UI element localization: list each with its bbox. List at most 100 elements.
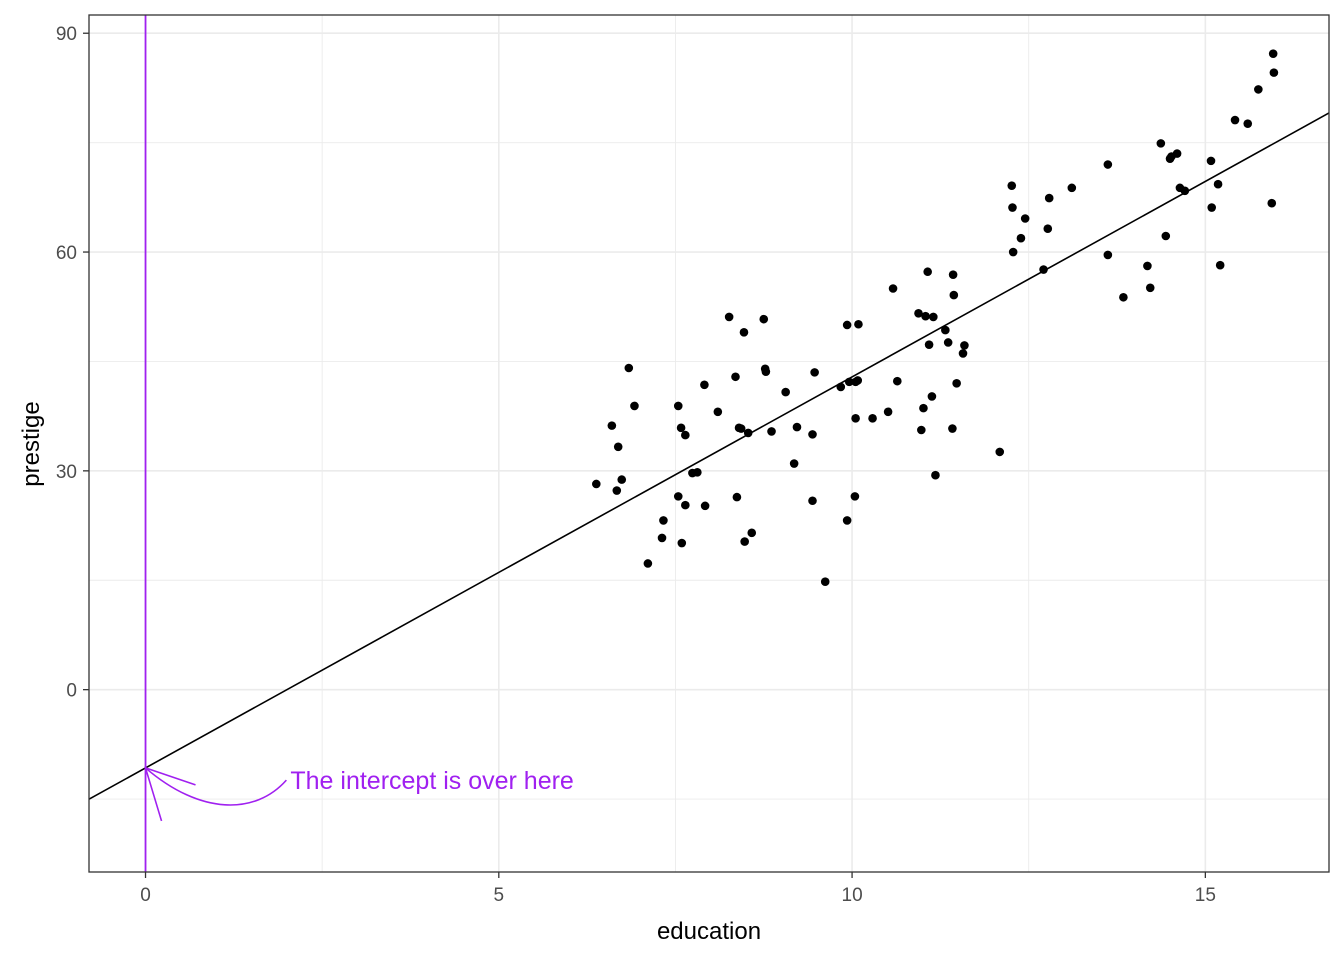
intercept-annotation: The intercept is over here bbox=[144, 766, 574, 822]
data-point bbox=[808, 430, 817, 439]
data-point bbox=[740, 537, 749, 546]
y-axis-title: prestige bbox=[18, 401, 45, 486]
data-point bbox=[952, 379, 961, 388]
data-point bbox=[1008, 203, 1017, 212]
data-point bbox=[851, 414, 860, 423]
data-point bbox=[681, 430, 690, 440]
data-point bbox=[681, 500, 690, 510]
data-point bbox=[1172, 149, 1182, 158]
data-point bbox=[1180, 186, 1190, 196]
data-point bbox=[739, 327, 749, 337]
data-point bbox=[914, 309, 923, 318]
data-point bbox=[624, 363, 634, 373]
data-point bbox=[1268, 49, 1278, 58]
data-point bbox=[820, 577, 830, 587]
data-point bbox=[924, 340, 934, 349]
data-point bbox=[1145, 283, 1155, 293]
data-point bbox=[693, 468, 702, 477]
data-point bbox=[923, 267, 932, 277]
data-point bbox=[1213, 179, 1223, 189]
data-point bbox=[888, 284, 898, 293]
data-point bbox=[921, 311, 930, 321]
data-point bbox=[995, 447, 1005, 457]
data-point bbox=[612, 486, 622, 495]
data-point bbox=[1269, 68, 1279, 77]
y-tick-label: 90 bbox=[56, 24, 77, 45]
data-point bbox=[781, 387, 790, 397]
data-point bbox=[810, 368, 819, 377]
grid bbox=[89, 15, 1329, 872]
annotation-arrowhead bbox=[144, 766, 196, 822]
y-axis-ticks: 0 30 60 90 bbox=[56, 24, 89, 702]
panel-border bbox=[88, 14, 1330, 873]
data-point bbox=[1230, 115, 1240, 125]
data-point bbox=[789, 459, 799, 468]
data-point bbox=[767, 427, 776, 436]
data-point bbox=[617, 475, 627, 484]
data-point bbox=[919, 403, 928, 413]
data-point bbox=[948, 270, 958, 279]
regression-line bbox=[88, 112, 1330, 800]
data-point bbox=[1103, 160, 1113, 169]
data-point bbox=[844, 377, 854, 387]
fit-line-layer bbox=[88, 112, 1330, 800]
data-point bbox=[700, 501, 710, 511]
data-point bbox=[613, 442, 623, 452]
y-tick-label: 30 bbox=[56, 462, 77, 483]
data-point bbox=[883, 407, 893, 417]
data-point bbox=[1008, 247, 1018, 257]
data-point bbox=[1206, 156, 1216, 166]
data-point bbox=[630, 401, 639, 411]
data-point bbox=[958, 349, 968, 358]
data-point bbox=[1254, 85, 1263, 94]
y-tick-label: 60 bbox=[56, 243, 77, 264]
data-point bbox=[743, 428, 753, 438]
data-point bbox=[1143, 261, 1152, 271]
data-point bbox=[836, 382, 846, 392]
data-point bbox=[657, 533, 667, 543]
data-point bbox=[1020, 214, 1030, 223]
y-tick-label: 0 bbox=[66, 681, 77, 702]
data-point bbox=[1103, 250, 1113, 260]
x-axis-ticks: 0 5 10 15 bbox=[140, 872, 1216, 906]
data-point bbox=[929, 312, 938, 322]
data-point bbox=[792, 422, 802, 432]
data-point bbox=[1243, 119, 1253, 128]
data-point bbox=[842, 320, 852, 330]
data-point bbox=[948, 424, 957, 433]
data-point bbox=[1007, 181, 1017, 190]
data-point bbox=[842, 516, 852, 525]
data-point bbox=[1215, 260, 1225, 270]
data-point bbox=[1016, 233, 1026, 243]
data-point bbox=[731, 372, 740, 382]
data-point bbox=[941, 325, 950, 335]
data-point bbox=[592, 479, 601, 489]
data-point bbox=[808, 496, 817, 506]
data-point bbox=[747, 528, 757, 538]
data-point bbox=[868, 414, 877, 423]
data-point bbox=[850, 492, 860, 501]
x-tick-label: 0 bbox=[140, 885, 151, 906]
data-point bbox=[659, 516, 668, 525]
data-point bbox=[607, 421, 617, 430]
data-point bbox=[931, 470, 940, 480]
data-point bbox=[1067, 183, 1077, 193]
data-point bbox=[1043, 224, 1053, 234]
data-point bbox=[943, 338, 953, 347]
data-point bbox=[1161, 231, 1171, 241]
data-point bbox=[1207, 203, 1217, 212]
data-point bbox=[673, 401, 683, 411]
data-point bbox=[724, 312, 734, 322]
data-points bbox=[592, 49, 1279, 587]
x-tick-label: 15 bbox=[1195, 885, 1216, 906]
annotation-text: The intercept is over here bbox=[290, 767, 573, 795]
data-point bbox=[760, 364, 770, 374]
x-tick-label: 10 bbox=[842, 885, 863, 906]
data-point bbox=[643, 559, 653, 568]
data-point bbox=[1044, 193, 1054, 203]
data-point bbox=[1156, 139, 1166, 148]
data-point bbox=[854, 319, 863, 329]
data-point bbox=[853, 376, 863, 385]
data-point bbox=[676, 423, 686, 433]
